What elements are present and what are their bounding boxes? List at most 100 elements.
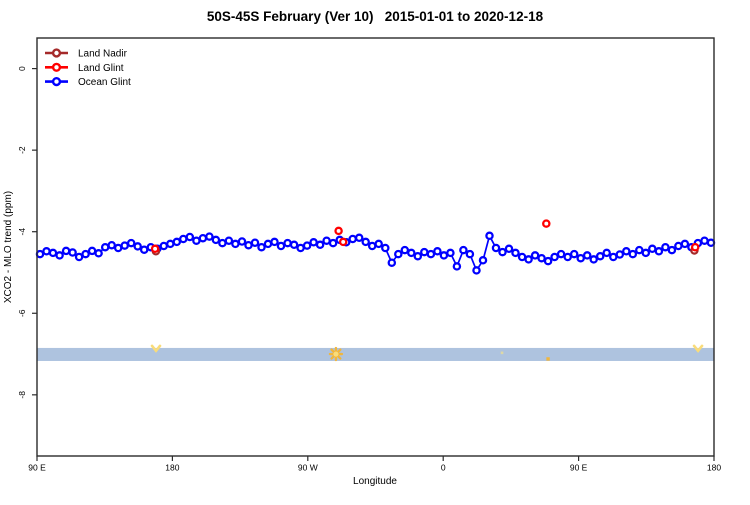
data-point-ocean-glint bbox=[511, 248, 520, 258]
data-point-ocean-glint bbox=[257, 242, 266, 252]
data-point-ocean-glint bbox=[172, 237, 182, 247]
data-point-ocean-glint bbox=[537, 253, 546, 263]
data-point-ocean-glint bbox=[465, 249, 475, 259]
sun-marker bbox=[328, 346, 344, 362]
data-point-ocean-glint bbox=[478, 256, 488, 265]
legend-label-ocean-glint: Ocean Glint bbox=[78, 77, 131, 88]
data-point-ocean-glint bbox=[289, 240, 299, 250]
data-point-ocean-glint bbox=[126, 238, 136, 248]
sun-marker-center bbox=[333, 351, 339, 357]
data-point-ocean-glint bbox=[237, 237, 247, 246]
x-tick-label: 90 E bbox=[28, 463, 46, 473]
data-point-ocean-glint bbox=[328, 238, 338, 248]
data-point-ocean-glint bbox=[231, 239, 240, 249]
data-point-ocean-glint bbox=[602, 248, 611, 258]
series-ocean-glint bbox=[35, 231, 716, 275]
y-tick-label: 0 bbox=[17, 66, 27, 71]
data-point-ocean-glint bbox=[556, 249, 566, 259]
x-tick-label: 0 bbox=[441, 463, 446, 473]
data-point-land-glint bbox=[542, 219, 551, 228]
data-point-ocean-glint bbox=[420, 247, 429, 257]
data-point-land-glint bbox=[150, 244, 160, 254]
data-point-ocean-glint bbox=[413, 251, 423, 261]
legend-label-land-glint: Land Glint bbox=[78, 63, 124, 74]
data-point-ocean-glint bbox=[674, 241, 683, 251]
data-point-ocean-glint bbox=[315, 240, 325, 250]
data-point-ocean-glint bbox=[446, 248, 455, 258]
data-point-ocean-glint bbox=[374, 239, 383, 249]
data-point-ocean-glint bbox=[491, 243, 501, 253]
legend-marker-land-nadir bbox=[51, 48, 62, 58]
data-point-ocean-glint bbox=[185, 232, 195, 242]
data-point-ocean-glint bbox=[641, 248, 651, 258]
data-point-ocean-glint bbox=[517, 252, 527, 262]
data-point-ocean-glint bbox=[270, 237, 279, 247]
data-point-ocean-glint bbox=[139, 245, 149, 254]
data-point-ocean-glint bbox=[485, 231, 494, 241]
data-point-ocean-glint bbox=[48, 248, 58, 258]
data-point-ocean-glint bbox=[426, 249, 436, 259]
data-point-ocean-glint bbox=[530, 251, 540, 260]
data-point-ocean-glint bbox=[524, 255, 533, 264]
data-point-ocean-glint bbox=[296, 243, 305, 253]
data-point-ocean-glint bbox=[205, 232, 214, 241]
data-point-ocean-glint bbox=[498, 247, 507, 257]
data-point-ocean-glint bbox=[55, 251, 64, 260]
data-point-ocean-glint bbox=[459, 245, 468, 255]
data-point-land-glint bbox=[690, 242, 700, 252]
x-tick-label: 180 bbox=[165, 463, 179, 473]
data-point-ocean-glint bbox=[622, 247, 631, 256]
x-tick-label: 90 E bbox=[570, 463, 588, 473]
data-point-ocean-glint bbox=[635, 245, 644, 255]
data-point-ocean-glint bbox=[159, 241, 169, 251]
series-land-glint bbox=[150, 219, 700, 254]
x-tick-label: 90 W bbox=[298, 463, 318, 473]
data-point-ocean-glint bbox=[244, 240, 253, 250]
data-point-ocean-glint bbox=[250, 238, 260, 247]
legend-marker-ocean-glint bbox=[51, 76, 62, 87]
data-point-ocean-glint bbox=[582, 251, 592, 260]
y-axis-label: XCO2 - MLO trend (ppm) bbox=[3, 191, 14, 303]
data-point-ocean-glint bbox=[348, 234, 357, 244]
data-point-ocean-glint bbox=[224, 236, 234, 245]
legend-item-land-glint: Land Glint bbox=[45, 62, 124, 74]
band-dot-marker bbox=[546, 357, 550, 361]
band-dot-faint-marker bbox=[500, 351, 504, 355]
data-point-ocean-glint bbox=[452, 262, 462, 271]
data-point-ocean-glint bbox=[576, 253, 585, 263]
band-layer bbox=[37, 344, 714, 362]
data-point-ocean-glint bbox=[472, 266, 481, 275]
data-point-ocean-glint bbox=[381, 243, 390, 253]
data-point-ocean-glint bbox=[113, 243, 123, 253]
plot-box bbox=[36, 37, 715, 457]
sun-half-marker bbox=[150, 344, 162, 353]
data-point-ocean-glint bbox=[361, 237, 370, 247]
data-point-ocean-glint bbox=[309, 238, 318, 247]
y-tick-label: -8 bbox=[17, 391, 27, 399]
data-point-ocean-glint bbox=[550, 252, 559, 262]
legend-label-land-nadir: Land Nadir bbox=[78, 49, 128, 60]
data-point-ocean-glint bbox=[68, 248, 77, 257]
highlight-band bbox=[37, 347, 714, 361]
y-tick-label: -6 bbox=[17, 309, 27, 317]
data-point-ocean-glint bbox=[680, 239, 690, 249]
data-point-ocean-glint bbox=[407, 248, 416, 258]
data-point-ocean-glint bbox=[61, 246, 71, 256]
data-point-ocean-glint bbox=[35, 249, 45, 259]
data-point-ocean-glint bbox=[706, 238, 716, 247]
data-point-ocean-glint bbox=[263, 239, 273, 249]
data-point-ocean-glint bbox=[283, 238, 292, 248]
data-point-ocean-glint bbox=[81, 249, 90, 259]
data-point-ocean-glint bbox=[87, 246, 97, 256]
data-point-ocean-glint bbox=[661, 242, 670, 252]
data-point-ocean-glint bbox=[589, 255, 598, 264]
data-point-ocean-glint bbox=[211, 235, 221, 245]
data-point-ocean-glint bbox=[100, 242, 110, 252]
data-point-ocean-glint bbox=[543, 256, 553, 266]
y-tick-label: -2 bbox=[17, 146, 27, 154]
series-layer bbox=[35, 219, 716, 275]
data-point-ocean-glint bbox=[595, 251, 605, 261]
data-point-ocean-glint bbox=[628, 249, 638, 259]
data-point-ocean-glint bbox=[615, 250, 625, 259]
